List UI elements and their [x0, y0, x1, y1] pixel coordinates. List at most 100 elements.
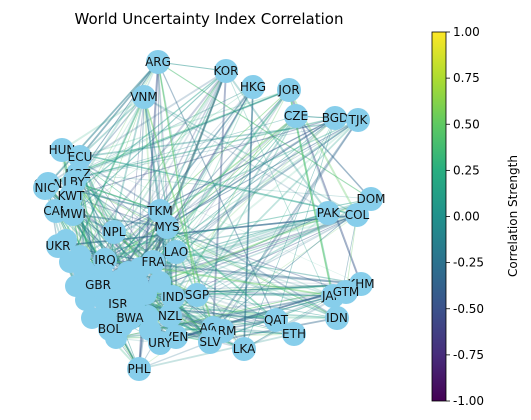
node-label: COL	[345, 208, 370, 222]
node-label: ISR	[108, 297, 128, 311]
node-label: ETH	[282, 327, 306, 341]
correlation-edge	[275, 117, 336, 321]
correlation-edge	[104, 210, 161, 261]
colorbar-tick-label: -0.75	[453, 348, 484, 362]
correlation-edge	[61, 96, 145, 151]
node-label: HKG	[240, 80, 266, 94]
node-circle	[102, 220, 126, 244]
node-label: MWI	[60, 207, 86, 221]
correlation-edge	[79, 61, 159, 158]
correlation-edge	[212, 198, 372, 329]
correlation-edge	[131, 295, 277, 321]
node-circle	[316, 201, 340, 225]
node-label: KOR	[214, 64, 239, 78]
country-node-fra: FRA	[141, 250, 165, 274]
correlation-edge	[79, 119, 359, 158]
node-label: BWA	[116, 311, 144, 325]
node-label: BGD	[322, 111, 349, 125]
correlation-edge	[47, 117, 336, 185]
correlation-edge	[73, 181, 161, 212]
node-circle	[161, 285, 185, 309]
node-layer: ARGKORHKGJORVNMCZEBGDTJKHUNECUKGZOMNNICL…	[33, 50, 386, 381]
colorbar-tick-label: 0.25	[453, 163, 480, 177]
node-label: SGP	[185, 288, 209, 302]
correlation-edge	[70, 117, 336, 197]
correlation-edge	[73, 181, 177, 253]
node-circle	[164, 240, 188, 264]
correlation-edge	[104, 117, 336, 261]
node-label: PHL	[128, 362, 151, 376]
node-circle	[185, 283, 209, 307]
node-circle	[98, 317, 122, 341]
correlation-edge	[72, 86, 254, 215]
correlation-edge	[225, 70, 329, 214]
country-node-gbr: GBR	[85, 273, 111, 297]
correlation-edge	[44, 61, 159, 189]
correlation-edge	[77, 89, 290, 175]
node-label: CZE	[284, 109, 308, 123]
colorbar-tick-label: -0.25	[453, 256, 484, 270]
country-node-nzl: NZL	[158, 304, 182, 328]
node-circle	[141, 250, 165, 274]
country-node-kor: KOR	[214, 59, 239, 83]
node-label: IND	[162, 290, 184, 304]
correlation-edge	[159, 119, 359, 283]
correlation-edge	[70, 195, 347, 293]
correlation-edge	[61, 149, 362, 285]
correlation-edge	[61, 149, 358, 216]
chart-title: World Uncertainty Index Correlation	[75, 10, 344, 28]
correlation-edge	[166, 89, 290, 228]
correlation-edge	[295, 115, 372, 200]
correlation-edge	[113, 70, 227, 233]
node-circle	[155, 215, 179, 239]
correlation-edge	[61, 149, 338, 319]
correlation-edge	[70, 117, 336, 197]
correlation-edge	[145, 212, 329, 295]
correlation-edge	[127, 115, 297, 273]
node-circle	[198, 330, 222, 354]
correlation-edge	[47, 61, 159, 185]
country-node-ukr: UKR	[46, 234, 71, 258]
node-circle	[325, 306, 349, 330]
correlation-edge	[97, 86, 254, 286]
country-node-idn: IDN	[325, 306, 349, 330]
node-label: IRQ	[94, 253, 115, 267]
correlation-edge	[288, 89, 338, 319]
node-label: PAK	[317, 206, 341, 220]
country-node-vnm: VNM	[130, 85, 158, 109]
node-circle	[359, 187, 383, 211]
correlation-edge	[157, 61, 372, 200]
correlation-edge	[69, 214, 358, 263]
country-node-slv: SLV	[198, 330, 222, 354]
country-node-kwt: KWT	[58, 184, 85, 208]
country-node-eth: ETH	[282, 322, 306, 346]
correlation-edge	[72, 70, 227, 215]
node-label: UKR	[46, 239, 71, 253]
correlation-edge	[159, 295, 334, 344]
country-node-nic: NIC	[33, 176, 57, 200]
country-node-hkg: HKG	[240, 75, 266, 99]
correlation-edge	[212, 119, 359, 329]
correlation-edge	[166, 226, 277, 321]
country-node-bol: BOL	[98, 317, 122, 341]
correlation-edge	[143, 96, 329, 214]
correlation-edge	[72, 213, 168, 228]
country-node-dom: DOM	[356, 187, 386, 211]
node-label: JOR	[277, 83, 299, 97]
country-node	[149, 271, 171, 293]
correlation-edge	[137, 89, 290, 285]
country-node-arg: ARG	[145, 50, 171, 74]
correlation-edge	[79, 96, 145, 158]
node-label: URY	[148, 336, 172, 350]
correlation-edge	[47, 183, 103, 275]
country-node-sgp: SGP	[185, 283, 209, 307]
country-node	[81, 307, 103, 329]
correlation-edge	[113, 231, 295, 335]
correlation-edge	[157, 61, 198, 296]
country-node	[69, 245, 91, 267]
correlation-edge	[295, 115, 362, 285]
correlation-edge	[175, 212, 329, 338]
correlation-edge	[157, 61, 372, 200]
correlation-edge	[133, 305, 277, 321]
node-circle	[148, 331, 172, 355]
